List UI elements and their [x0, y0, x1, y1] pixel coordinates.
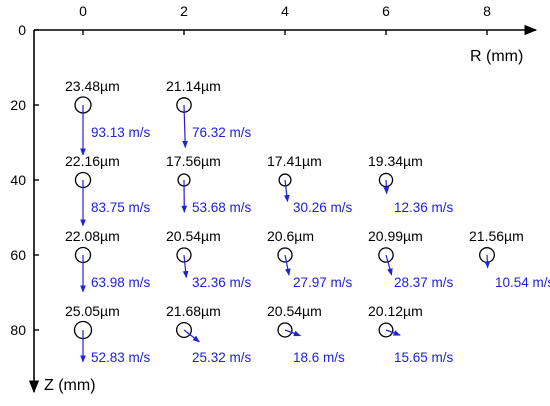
velocity-label: 52.83 m/s: [91, 350, 151, 365]
velocity-label: 76.32 m/s: [192, 125, 252, 140]
velocity-arrow: [183, 329, 200, 343]
velocity-arrow: [182, 104, 188, 149]
velocity-label: 83.75 m/s: [91, 200, 151, 215]
velocity-label: 63.98 m/s: [91, 275, 151, 290]
diameter-label: 20.54µm: [166, 228, 221, 244]
x-tick-label: 8: [483, 3, 491, 19]
diameter-label: 25.05µm: [65, 303, 120, 319]
x-ticks: 0 2 4 6 8: [79, 3, 491, 35]
velocity-arrow: [383, 179, 390, 195]
velocity-label: 32.36 m/s: [192, 275, 252, 290]
data-points: 23.48µm 93.13 m/s 21.14µm 76.32 m/s 22.16µm 8…: [65, 78, 550, 365]
velocity-label: 53.68 m/s: [192, 200, 252, 215]
diameter-label: 17.56µm: [166, 153, 221, 169]
velocity-arrow: [484, 254, 491, 269]
velocity-label: 25.32 m/s: [192, 350, 252, 365]
velocity-label: 18.6 m/s: [293, 350, 345, 365]
y-ticks: 0 20 40 60 80: [10, 22, 39, 338]
y-axis-title: Z (mm): [44, 377, 96, 394]
diameter-label: 20.99µm: [368, 228, 423, 244]
x-tick-label: 4: [281, 3, 289, 19]
droplet-circle: [378, 247, 394, 263]
diameter-label: 21.56µm: [469, 228, 524, 244]
velocity-arrow: [284, 329, 302, 337]
droplet-circle: [277, 322, 293, 338]
velocity-label: 30.26 m/s: [293, 200, 353, 215]
diameter-label: 23.48µm: [65, 78, 120, 94]
y-tick-label: 0: [18, 22, 26, 38]
y-tick-label: 20: [10, 97, 26, 113]
y-tick-label: 40: [10, 172, 26, 188]
velocity-label: 27.97 m/s: [293, 275, 353, 290]
diameter-label: 20.12µm: [368, 303, 423, 319]
y-tick-label: 80: [10, 322, 26, 338]
x-axis-title: R (mm): [470, 48, 523, 65]
diameter-label: 19.34µm: [368, 153, 423, 169]
diameter-label: 20.54µm: [267, 303, 322, 319]
diameter-label: 22.16µm: [65, 153, 120, 169]
velocity-arrow: [182, 254, 189, 279]
velocity-label: 12.36 m/s: [394, 200, 454, 215]
velocity-label: 15.65 m/s: [394, 350, 454, 365]
x-tick-label: 2: [180, 3, 188, 19]
droplet-circle: [176, 247, 192, 263]
droplet-circle: [175, 321, 193, 339]
diameter-label: 21.68µm: [166, 303, 221, 319]
velocity-arrow: [283, 179, 290, 203]
x-tick-label: 6: [382, 3, 390, 19]
droplet-circle: [278, 173, 292, 187]
diameter-label: 21.14µm: [166, 78, 221, 94]
diameter-label: 22.08µm: [65, 228, 120, 244]
velocity-arrow: [284, 254, 291, 276]
x-tick-label: 0: [79, 3, 87, 19]
droplet-circle: [277, 247, 293, 263]
droplet-circle: [378, 322, 394, 338]
y-tick-label: 60: [10, 247, 26, 263]
velocity-arrow: [385, 329, 401, 336]
velocity-label: 10.54 m/s: [495, 275, 550, 290]
diameter-label: 17.41µm: [267, 153, 322, 169]
velocity-label: 93.13 m/s: [91, 125, 151, 140]
diameter-label: 20.6µm: [267, 228, 314, 244]
velocity-label: 28.37 m/s: [394, 275, 454, 290]
velocity-arrow: [385, 254, 393, 276]
